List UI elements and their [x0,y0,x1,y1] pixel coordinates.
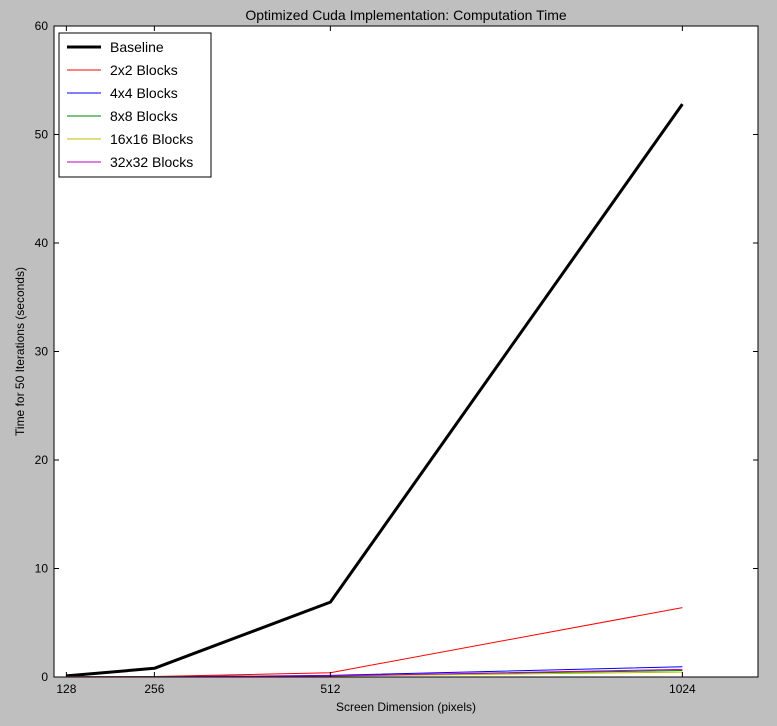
y-tick-label: 0 [41,670,48,684]
x-tick-label: 1024 [669,682,696,696]
chart-title: Optimized Cuda Implementation: Computati… [245,7,567,23]
y-tick-label: 60 [35,19,49,33]
legend-label-5: 32x32 Blocks [110,154,193,170]
legend-label-1: 2x2 Blocks [110,62,178,78]
legend: Baseline 2x2 Blocks 4x4 Blocks 8x8 Blocks 16… [58,32,212,178]
legend-label-2: 4x4 Blocks [110,85,178,101]
y-tick-label: 10 [35,562,49,576]
x-tick-label: 512 [320,682,340,696]
legend-label-4: 16x16 Blocks [110,131,193,147]
x-tick-label: 256 [144,682,164,696]
ticks-layer: 128 256 512 1024 0 10 20 30 40 50 60 [35,19,758,696]
x-axis-label: Screen Dimension (pixels) [336,700,476,714]
y-tick-label: 50 [35,128,49,142]
x-tick-label: 128 [56,682,76,696]
y-tick-label: 40 [35,236,49,250]
y-tick-label: 20 [35,453,49,467]
legend-label-3: 8x8 Blocks [110,108,178,124]
series-line-0 [66,103,684,678]
legend-label-0: Baseline [110,39,164,55]
y-axis-label: Time for 50 Iterations (seconds) [13,267,27,436]
legend-box [58,32,212,178]
y-tick-label: 30 [35,345,49,359]
